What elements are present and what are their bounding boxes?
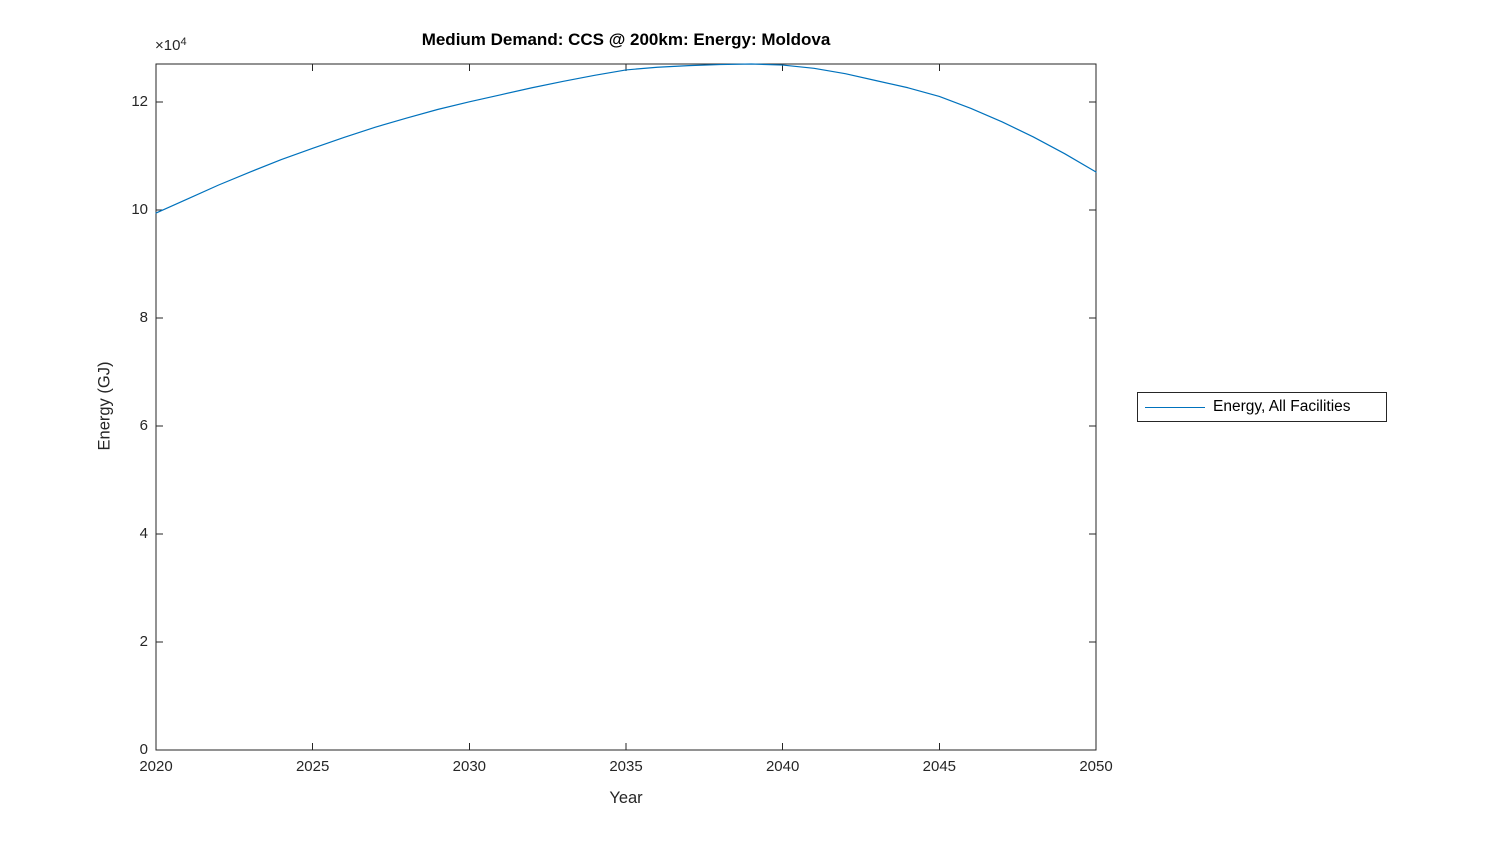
chart-title: Medium Demand: CCS @ 200km: Energy: Mold… <box>421 30 831 49</box>
x-tick-label: 2045 <box>922 758 957 775</box>
series-line <box>155 63 1097 214</box>
legend-line-sample <box>1145 406 1205 408</box>
x-tick-label: 2040 <box>765 758 800 775</box>
y-tick-label: 8 <box>139 308 148 326</box>
y-axis-multiplier-exponent: 4 <box>180 36 187 48</box>
x-tick-label: 2035 <box>609 758 643 775</box>
x-tick-label: 2030 <box>452 758 487 775</box>
y-axis-multiplier-base: ×10 <box>155 37 181 54</box>
y-tick-label: 10 <box>131 200 148 218</box>
x-tick-label: 2020 <box>139 758 173 775</box>
y-tick-label: 4 <box>139 524 148 542</box>
y-axis-label: Energy (GJ) <box>95 361 114 451</box>
x-tick-label: 2050 <box>1079 758 1113 775</box>
x-tick-label: 2025 <box>295 758 330 775</box>
y-tick-label: 12 <box>131 92 148 110</box>
legend: Energy, All Facilities <box>1137 392 1387 422</box>
y-tick-label: 6 <box>139 416 148 434</box>
legend-entry-label: Energy, All Facilities <box>1213 398 1351 415</box>
y-axis-multiplier: ×104 <box>155 36 187 54</box>
x-axis-label: Year <box>609 789 643 807</box>
y-tick-label: 2 <box>139 632 148 650</box>
y-tick-label: 0 <box>139 741 148 758</box>
axes-box <box>155 63 1097 751</box>
